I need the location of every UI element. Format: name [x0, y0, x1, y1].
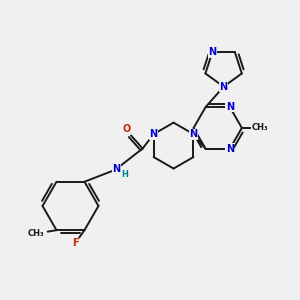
Text: N: N [112, 164, 120, 174]
Text: O: O [122, 124, 130, 134]
Text: N: N [226, 102, 234, 112]
Text: CH₃: CH₃ [28, 229, 44, 238]
Text: H: H [121, 170, 128, 179]
Text: N: N [189, 129, 197, 139]
Text: N: N [208, 47, 216, 57]
Text: N: N [150, 129, 158, 139]
Text: F: F [72, 238, 79, 248]
Text: CH₃: CH₃ [251, 123, 268, 132]
Text: N: N [220, 82, 228, 92]
Text: N: N [226, 144, 234, 154]
